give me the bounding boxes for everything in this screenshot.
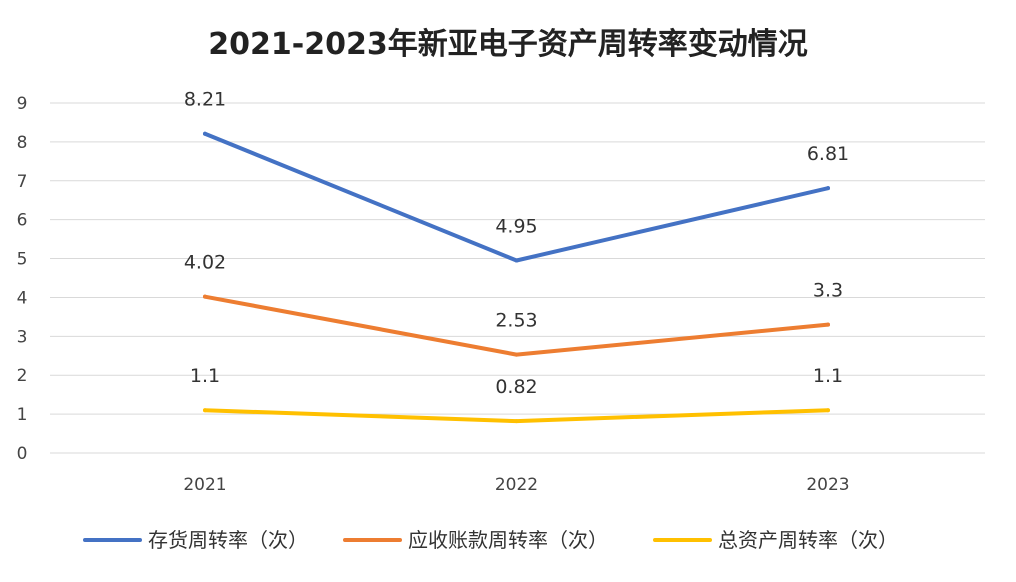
data-point (514, 419, 519, 424)
data-point (826, 408, 830, 413)
data-point (203, 131, 207, 136)
data-label: 4.02 (184, 252, 226, 274)
x-tick-label: 2023 (806, 475, 849, 495)
data-point (203, 408, 207, 413)
y-tick-label: 3 (17, 327, 28, 347)
y-tick-label: 1 (17, 405, 28, 425)
data-point (826, 186, 830, 191)
data-point (514, 258, 519, 263)
y-tick-label: 7 (17, 172, 28, 192)
y-tick-label: 5 (17, 250, 28, 270)
y-tick-label: 8 (17, 133, 28, 153)
data-label: 4.95 (495, 216, 537, 238)
y-tick-label: 6 (17, 211, 28, 231)
data-label: 1.1 (190, 365, 220, 387)
data-label: 3.3 (813, 280, 843, 302)
series-line (203, 131, 830, 263)
y-tick-label: 2 (17, 366, 28, 386)
data-label: 1.1 (813, 365, 843, 387)
y-tick-label: 4 (17, 288, 28, 308)
data-label: 2.53 (495, 310, 537, 332)
x-tick-label: 2022 (495, 475, 538, 495)
data-label: 0.82 (495, 376, 537, 398)
data-point (826, 322, 830, 327)
data-point (203, 294, 207, 299)
legend-label: 应收账款周转率（次） (408, 528, 608, 552)
y-tick-label: 9 (17, 94, 28, 114)
data-label: 8.21 (184, 89, 226, 111)
chart-title: 2021-2023年新亚电子资产周转率变动情况 (208, 27, 807, 62)
x-tick-label: 2021 (183, 475, 226, 495)
data-label: 6.81 (807, 143, 849, 165)
data-point (514, 352, 519, 357)
legend-label: 总资产周转率（次） (718, 528, 898, 552)
legend-label: 存货周转率（次） (148, 528, 308, 552)
y-tick-label: 0 (17, 444, 28, 464)
